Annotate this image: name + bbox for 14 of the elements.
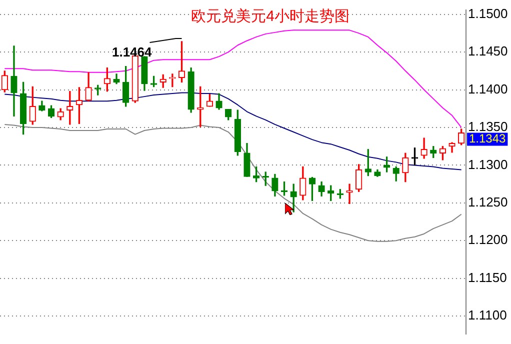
y-tick-label: 1.1450 <box>468 44 508 59</box>
y-tick-label: 1.1200 <box>468 232 508 248</box>
y-tick-label: 1.1400 <box>468 81 508 96</box>
text: 1.1343 <box>469 132 506 146</box>
y-tick-label: 1.1300 <box>468 156 508 172</box>
chart-title: 欧元兑美元4小时走势图 <box>191 8 350 26</box>
y-tick-label: 1.1100 <box>468 308 507 323</box>
y-tick-label: 1.1350 <box>468 119 508 134</box>
candlestick <box>169 74 176 88</box>
y-tick-label: 1.1150 <box>468 270 507 285</box>
y-tick-label: 1.1500 <box>468 6 508 21</box>
candlestick <box>10 46 18 117</box>
y-tick-label: 1.1250 <box>468 194 508 210</box>
annotation: 1.1464 <box>112 44 153 60</box>
